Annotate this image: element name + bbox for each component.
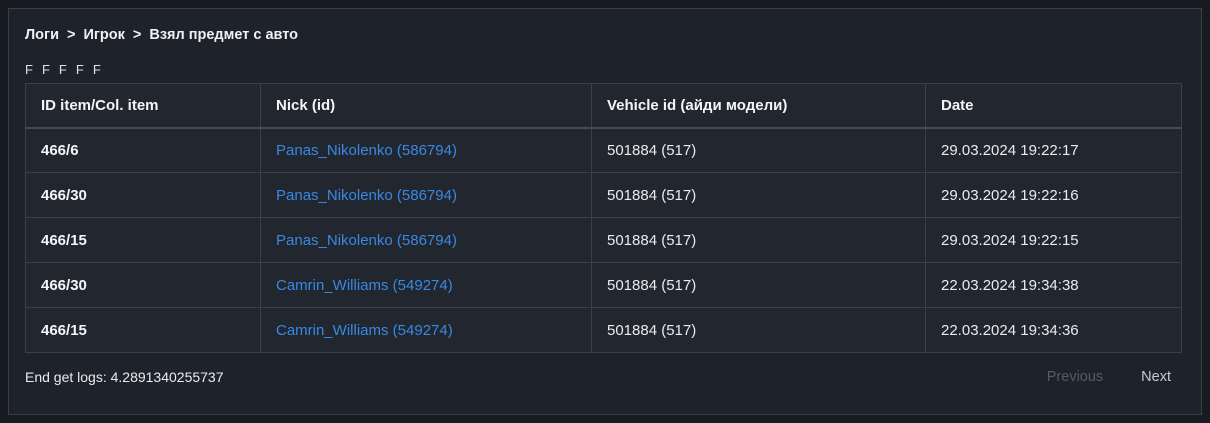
cell-vehicle-id: 501884 (517) [591, 217, 926, 263]
nick-link[interactable]: Camrin_Williams (549274) [276, 276, 453, 294]
filter-char: F [92, 62, 101, 77]
cell-item-id: 466/15 [25, 217, 261, 263]
cell-item-id: 466/15 [25, 307, 261, 353]
column-header-nick: Nick (id) [260, 83, 592, 129]
nick-link[interactable]: Panas_Nikolenko (586794) [276, 186, 457, 204]
next-page-button[interactable]: Next [1141, 369, 1171, 385]
filter-char: F [75, 62, 84, 77]
breadcrumb: Логи > Игрок > Взял предмет с авто [25, 27, 1185, 43]
cell-date: 22.03.2024 19:34:38 [925, 262, 1182, 308]
table-row: 466/15 Panas_Nikolenko (586794) 501884 (51… [25, 217, 1182, 263]
pagination: Previous Next [1047, 369, 1171, 385]
log-table-body: 466/6 Panas_Nikolenko (586794) 501884 (517… [25, 127, 1182, 353]
log-table-header: ID item/Col. item Nick (id) Vehicle id (… [25, 83, 1182, 129]
filter-char: F [58, 62, 67, 77]
nick-link[interactable]: Panas_Nikolenko (586794) [276, 141, 457, 159]
breadcrumb-separator: > [132, 27, 142, 43]
breadcrumb-item[interactable]: Игрок [83, 27, 125, 43]
nick-link[interactable]: Panas_Nikolenko (586794) [276, 231, 457, 249]
column-header-vehicle-id: Vehicle id (айди модели) [591, 83, 926, 129]
cell-date: 22.03.2024 19:34:36 [925, 307, 1182, 353]
previous-page-button[interactable]: Previous [1046, 369, 1104, 385]
footer: End get logs: 4.2891340255737 Previous N… [25, 369, 1185, 385]
filter-char: F [25, 62, 33, 77]
cell-nick: Panas_Nikolenko (586794) [260, 172, 592, 218]
cell-vehicle-id: 501884 (517) [591, 172, 926, 218]
cell-nick: Camrin_Williams (549274) [260, 262, 592, 308]
table-row: 466/30 Panas_Nikolenko (586794) 501884 (51… [25, 172, 1182, 218]
cell-vehicle-id: 501884 (517) [591, 127, 926, 173]
nick-link[interactable]: Camrin_Williams (549274) [276, 321, 453, 339]
cell-item-id: 466/30 [25, 262, 261, 308]
column-header-item-id: ID item/Col. item [25, 83, 261, 129]
table-row: 466/6 Panas_Nikolenko (586794) 501884 (517… [25, 127, 1182, 173]
cell-item-id: 466/6 [25, 127, 261, 173]
filter-char: F [41, 62, 50, 77]
breadcrumb-item[interactable]: Логи [25, 27, 59, 43]
cell-date: 29.03.2024 19:22:17 [925, 127, 1182, 173]
breadcrumb-separator: > [66, 27, 76, 43]
cell-nick: Camrin_Williams (549274) [260, 307, 592, 353]
table-row: 466/30 Camrin_Williams (549274) 501884 (51… [25, 262, 1182, 308]
end-logs-status: End get logs: 4.2891340255737 [25, 369, 224, 385]
cell-vehicle-id: 501884 (517) [591, 307, 926, 353]
cell-date: 29.03.2024 19:22:15 [925, 217, 1182, 263]
cell-vehicle-id: 501884 (517) [591, 262, 926, 308]
column-header-date: Date [925, 83, 1182, 129]
cell-nick: Panas_Nikolenko (586794) [260, 127, 592, 173]
breadcrumb-item: Взял предмет с авто [149, 27, 298, 43]
cell-item-id: 466/30 [25, 172, 261, 218]
cell-date: 29.03.2024 19:22:16 [925, 172, 1182, 218]
table-row: 466/15 Camrin_Williams (549274) 501884 (51… [25, 307, 1182, 353]
header-row: ID item/Col. item Nick (id) Vehicle id (… [25, 83, 1182, 129]
cell-nick: Panas_Nikolenko (586794) [260, 217, 592, 263]
log-table: ID item/Col. item Nick (id) Vehicle id (… [25, 83, 1182, 353]
